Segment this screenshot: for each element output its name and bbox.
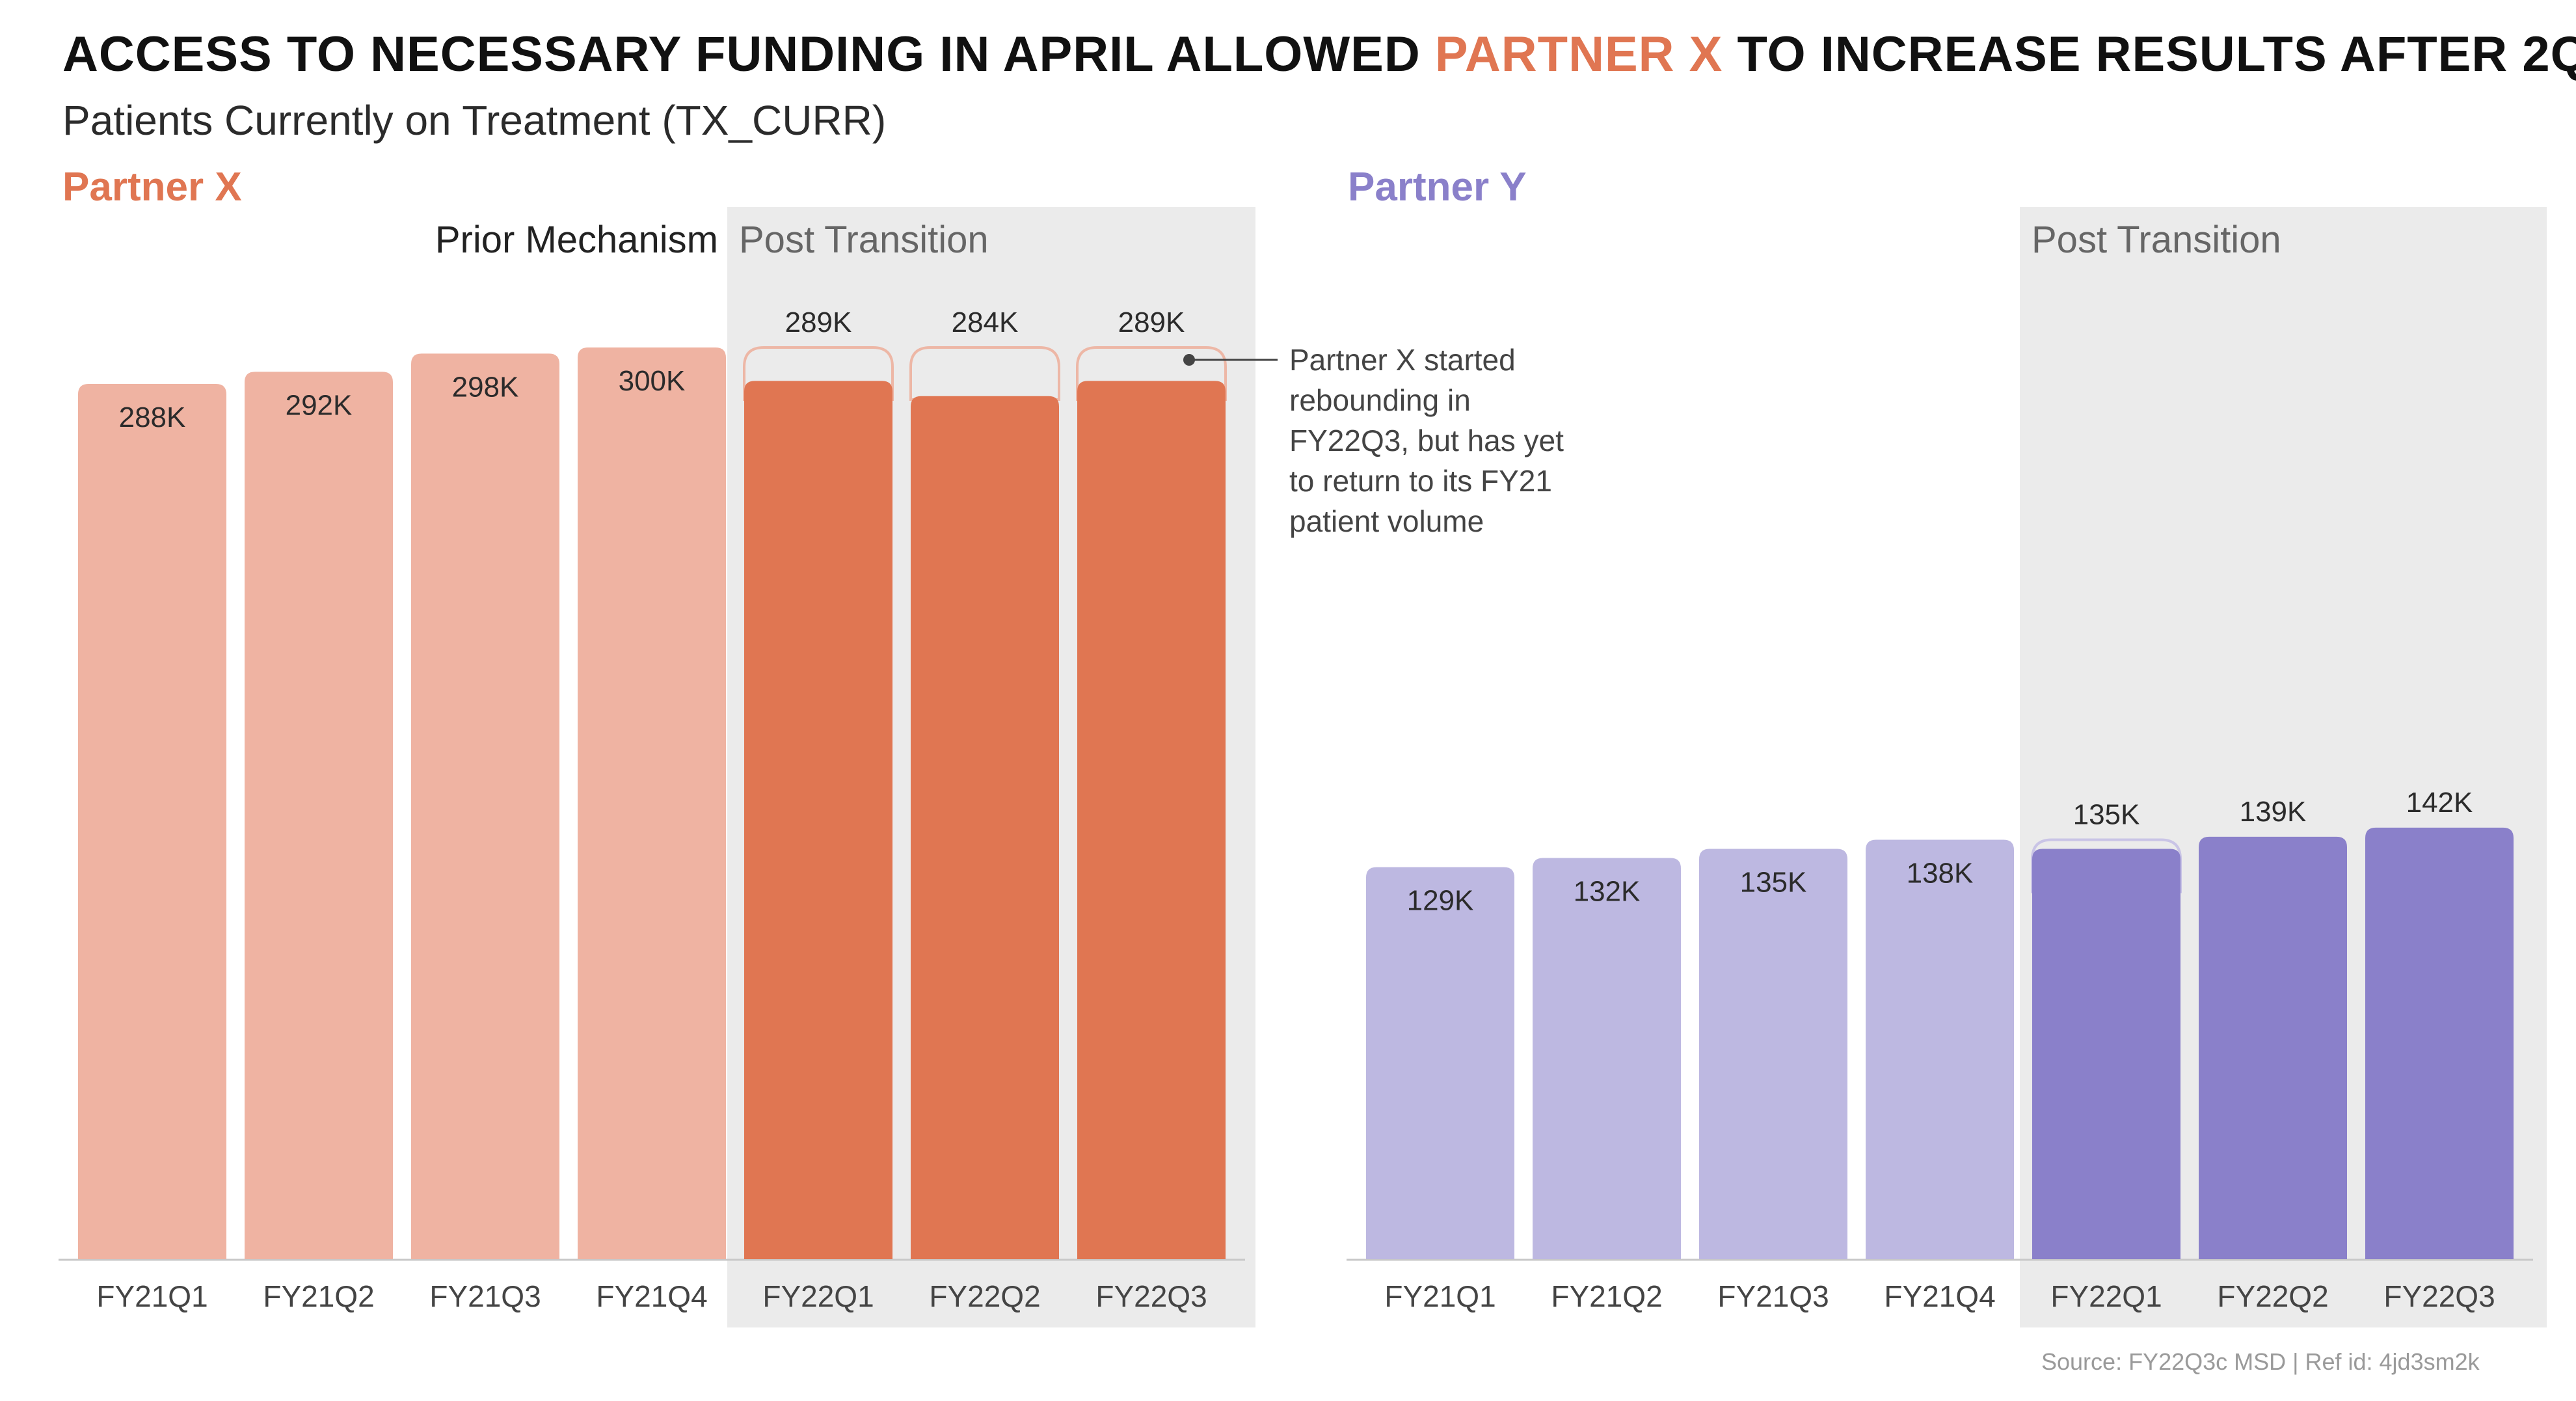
partner-y-x-tick-label-FY22Q1: FY22Q1 — [2050, 1279, 2162, 1313]
chart-title: ACCESS TO NECESSARY FUNDING IN APRIL ALL… — [62, 26, 2576, 83]
partner-x-x-tick-label-FY21Q3: FY21Q3 — [429, 1279, 541, 1313]
partner-y-value-label-FY22Q1: 135K — [2073, 799, 2140, 831]
partner-y-x-tick-label-FY22Q3: FY22Q3 — [2383, 1279, 2495, 1313]
partner-y-bar-FY22Q2 — [2199, 836, 2347, 1259]
partner-y-value-label-FY22Q3: 142K — [2406, 787, 2473, 819]
partner-x-bar-FY21Q1 — [78, 384, 226, 1259]
partner-x-value-label-FY21Q4: 300K — [619, 365, 686, 397]
partner-x-reference-outline-FY22Q3 — [1076, 346, 1227, 401]
partner-x-reference-outline-FY22Q1 — [743, 346, 894, 401]
partner-x-bar-FY21Q4 — [578, 347, 726, 1259]
partner-x-value-label-FY22Q2: 284K — [952, 306, 1019, 338]
partner-x-value-label-FY21Q3: 298K — [452, 371, 519, 403]
partner-y-value-label-FY21Q3: 135K — [1740, 867, 1807, 899]
partner-x-x-tick-label-FY21Q4: FY21Q4 — [596, 1279, 707, 1313]
panel-title-partner-x: Partner X — [62, 165, 242, 210]
partner-x-annotation-line-4: to return to its FY21 — [1289, 464, 1552, 498]
partner-x-value-label-FY22Q1: 289K — [785, 306, 852, 338]
chart-subtitle: Patients Currently on Treatment (TX_CURR… — [62, 97, 887, 144]
partner-y-post-transition-label: Post Transition — [2032, 219, 2281, 261]
partner-y-bar-FY22Q3 — [2365, 827, 2514, 1259]
title-part-1: ACCESS TO NECESSARY FUNDING IN APRIL ALL… — [62, 27, 1435, 82]
partner-x-x-tick-label-FY21Q2: FY21Q2 — [263, 1279, 374, 1313]
partner-y-bar-FY21Q4 — [1866, 839, 2014, 1259]
partner-y-value-label-FY21Q2: 132K — [1574, 876, 1641, 908]
partner-x-value-label-FY21Q1: 288K — [119, 401, 186, 433]
partner-x-x-tick-label-FY22Q1: FY22Q1 — [762, 1279, 874, 1313]
partner-x-x-tick-label-FY22Q2: FY22Q2 — [929, 1279, 1040, 1313]
partner-x-bar-FY22Q1 — [744, 381, 892, 1259]
partner-x-annotation-line-1: Partner X started — [1289, 343, 1516, 377]
title-part-2: TO INCREASE RESULTS AFTER 2Q DECLINE — [1737, 27, 2576, 82]
partner-y-bar-FY21Q1 — [1366, 867, 1514, 1259]
title-highlight: PARTNER X — [1434, 27, 1723, 82]
partner-x-bar-FY22Q2 — [911, 396, 1059, 1259]
partner-y-x-tick-label-FY21Q4: FY21Q4 — [1884, 1279, 1995, 1313]
partner-y-value-label-FY21Q1: 129K — [1407, 885, 1474, 917]
source-note: Source: FY22Q3c MSD | Ref id: 4jd3sm2k — [2041, 1348, 2480, 1375]
partner-y-reference-outline-FY22Q1 — [2031, 838, 2182, 893]
partner-y-value-label-FY22Q2: 139K — [2240, 796, 2307, 828]
partner-x-bar-FY21Q3 — [411, 353, 559, 1259]
partner-y-bar-FY21Q3 — [1699, 849, 1847, 1259]
partner-x-x-tick-label-FY21Q1: FY21Q1 — [96, 1279, 208, 1313]
partner-y-value-label-FY21Q4: 138K — [1907, 858, 1974, 890]
partner-x-reference-outline-FY22Q2 — [909, 346, 1060, 401]
partner-x-annotation-line-2: rebounding in — [1289, 383, 1471, 417]
partner-y-bar-FY21Q2 — [1533, 858, 1681, 1259]
panel-title-partner-y: Partner Y — [1348, 165, 1527, 210]
partner-x-prior-mechanism-label: Prior Mechanism — [435, 219, 718, 261]
partner-x-annotation-line-3: FY22Q3, but has yet — [1289, 424, 1564, 457]
partner-x-value-label-FY22Q3: 289K — [1118, 306, 1185, 338]
partner-y-bar-FY22Q1 — [2032, 849, 2180, 1259]
partner-x-x-tick-label-FY22Q3: FY22Q3 — [1095, 1279, 1207, 1313]
partner-y-x-tick-label-FY21Q2: FY21Q2 — [1551, 1279, 1662, 1313]
partner-y-x-tick-label-FY21Q3: FY21Q3 — [1717, 1279, 1829, 1313]
partner-x-bar-FY21Q2 — [245, 372, 393, 1259]
partner-x-post-transition-label: Post Transition — [739, 219, 989, 261]
partner-x-bar-FY22Q3 — [1077, 381, 1226, 1259]
partner-y-x-tick-label-FY21Q1: FY21Q1 — [1384, 1279, 1496, 1313]
partner-y-x-tick-label-FY22Q2: FY22Q2 — [2217, 1279, 2328, 1313]
partner-x-annotation-line-5: patient volume — [1289, 504, 1484, 538]
partner-x-value-label-FY21Q2: 292K — [286, 389, 353, 421]
